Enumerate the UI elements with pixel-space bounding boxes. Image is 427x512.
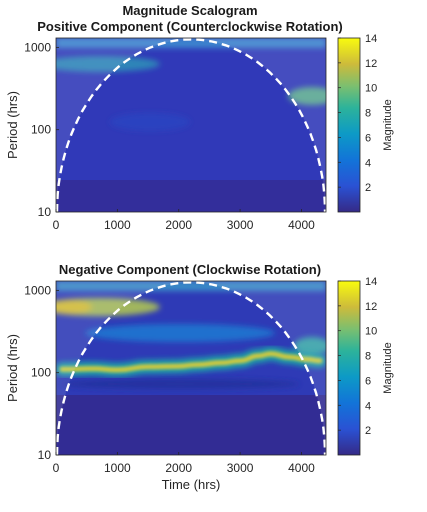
chart2-xtick-label: 2000 <box>165 461 192 475</box>
chart1-xtick-label: 2000 <box>165 218 192 232</box>
chart2-colorbar-label: Magnitude <box>382 342 394 393</box>
chart1-ytick-label: 10 <box>38 205 52 219</box>
chart2-top-band <box>56 281 326 291</box>
chart1-colorbar-tick-label: 10 <box>365 83 377 95</box>
chart2-feature-band <box>56 300 92 314</box>
chart1-ylabel: Period (hrs) <box>5 91 20 159</box>
chart1-ytick-label: 1000 <box>24 40 51 54</box>
chart2-xtick-label: 3000 <box>227 461 254 475</box>
chart1-xtick-label: 0 <box>53 218 60 232</box>
chart2-ytick-label: 100 <box>31 366 51 380</box>
chart1-feature-band <box>288 87 326 105</box>
chart1-colorbar-tick-label: 14 <box>365 33 377 45</box>
chart2-colorbar-tick-label: 14 <box>365 276 377 288</box>
chart1-cone-of-influence <box>56 38 326 212</box>
chart2-colorbar-tick-label: 10 <box>365 326 377 338</box>
chart1-colorbar-tick-label: 8 <box>365 108 371 120</box>
chart1-feature-band <box>56 56 160 72</box>
chart2-cone-of-influence <box>56 281 326 455</box>
chart1-lowperiod-band <box>56 180 326 212</box>
chart1-colorbar-tick-label: 4 <box>365 157 371 169</box>
chart2-colorbar-tick-label: 2 <box>365 425 371 437</box>
chart2-feature-band <box>294 337 326 355</box>
chart1-xtick-label: 1000 <box>104 218 131 232</box>
chart1-plot-area: 0 1000 2000 3000 4000 10 100 1000 <box>24 37 327 232</box>
chart2-ridge <box>59 351 323 373</box>
chart2-xtick-label: 0 <box>53 461 60 475</box>
chart2-ytick-label: 1000 <box>24 283 51 297</box>
chart1-ytick-label: 100 <box>31 123 51 137</box>
chart2-scalogram <box>56 281 326 455</box>
chart2-colorbar: 2 4 6 8 10 12 14 Magnitude <box>337 276 394 456</box>
chart2-frame <box>55 280 327 456</box>
chart1-subtitle: Positive Component (Counterclockwise Rot… <box>37 19 343 34</box>
chart1-coi-shading <box>56 38 326 212</box>
chart1-title: Magnitude Scalogram <box>122 3 257 18</box>
chart1-colorbar: 2 4 6 8 10 12 14 Magnitude <box>337 33 394 213</box>
chart2-colorbar-tick-label: 4 <box>365 400 371 412</box>
chart2-lowperiod-band <box>56 395 326 455</box>
chart1-colorbar-tick-label: 2 <box>365 182 371 194</box>
chart1-colorbar-tick-label: 12 <box>365 58 377 70</box>
chart2-title: Negative Component (Clockwise Rotation) <box>59 262 321 277</box>
chart1-scalogram <box>56 38 326 212</box>
chart1-feature-band <box>110 113 190 131</box>
chart1-top-band <box>56 38 326 48</box>
chart2-xtick-label: 1000 <box>104 461 131 475</box>
chart2-ylabel: Period (hrs) <box>5 334 20 402</box>
chart1-colorbar-tick-label: 6 <box>365 132 371 144</box>
chart2-feature-band <box>85 324 275 342</box>
chart1-xtick-label: 4000 <box>288 218 315 232</box>
chart1-colorbar-gradient <box>337 37 361 213</box>
chart2-plot-area: 0 1000 2000 3000 4000 10 100 1000 <box>24 280 327 475</box>
chart2-colorbar-tick-label: 6 <box>365 375 371 387</box>
chart2-colorbar-tick-label: 8 <box>365 351 371 363</box>
chart1-xtick-label: 3000 <box>227 218 254 232</box>
chart2-ytick-label: 10 <box>38 448 52 462</box>
chart2-xlabel: Time (hrs) <box>162 477 221 492</box>
chart1-colorbar-label: Magnitude <box>382 99 394 150</box>
chart1-frame <box>55 37 327 213</box>
chart2-colorbar-gradient <box>337 280 361 456</box>
chart2-coi-shading <box>56 281 326 455</box>
chart2-colorbar-tick-label: 12 <box>365 301 377 313</box>
chart2-feature-band <box>60 379 300 389</box>
chart2-xtick-label: 4000 <box>288 461 315 475</box>
